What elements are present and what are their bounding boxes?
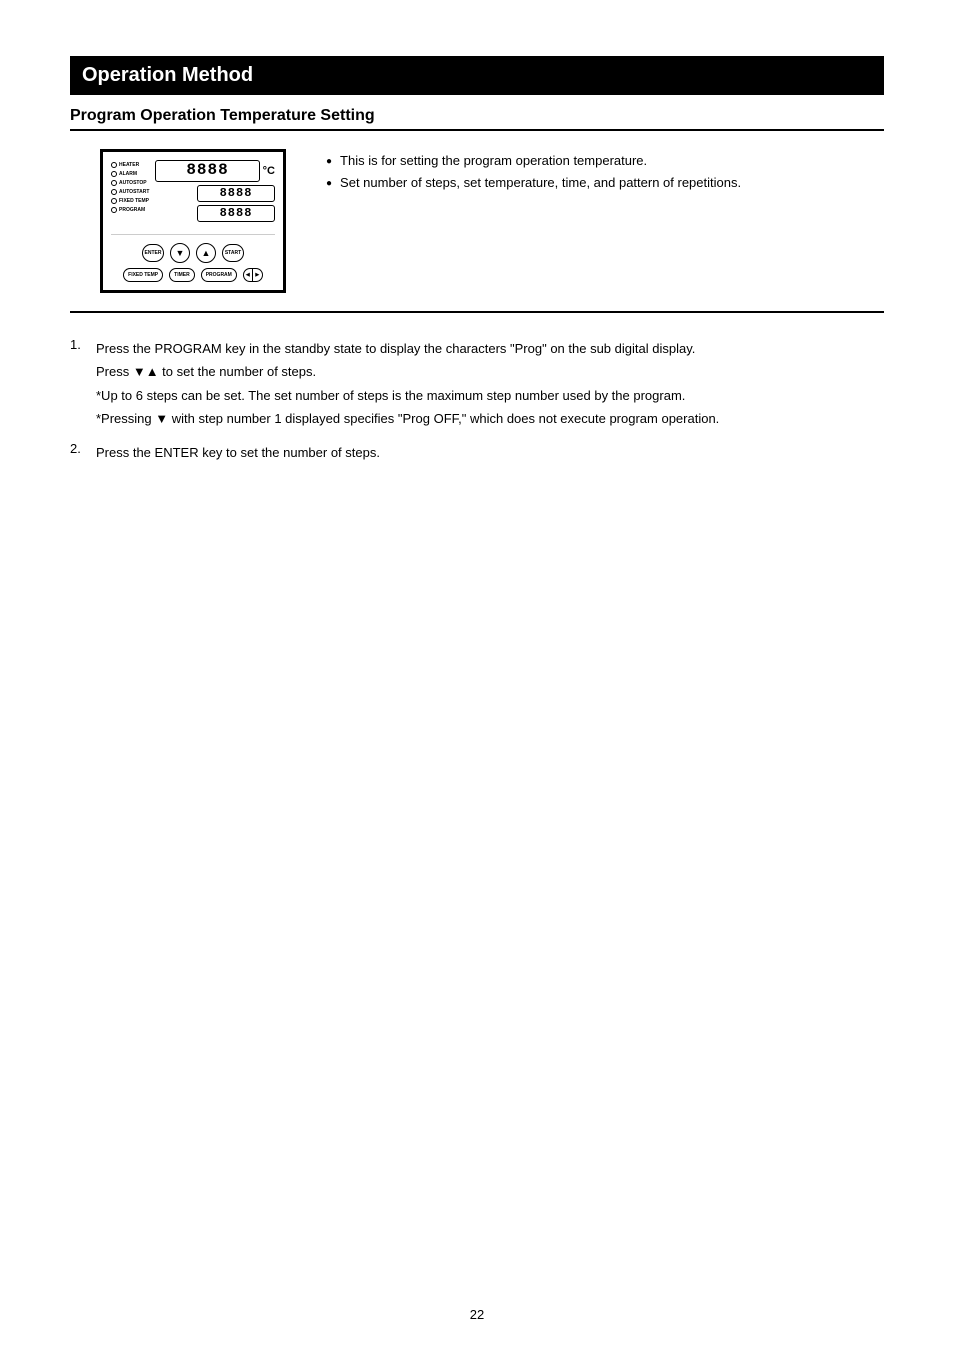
- step-text: Press ▼▲ to set the number of steps.: [96, 360, 884, 383]
- unit-celsius: °C: [263, 165, 275, 177]
- bullet-text: This is for setting the program operatio…: [340, 153, 647, 168]
- sub-display-2: 8888: [197, 205, 275, 222]
- start-button: START: [222, 244, 244, 262]
- section-header: Program Operation Temperature Setting: [70, 107, 884, 131]
- right-half-button: ▶: [253, 268, 263, 282]
- bullet-icon: ●: [326, 175, 332, 193]
- step-text: *Up to 6 steps can be set. The set numbe…: [96, 384, 884, 407]
- program-button: PROGRAM: [201, 268, 237, 282]
- step-text: Press the PROGRAM key in the standby sta…: [96, 337, 884, 360]
- sub-display-1: 8888: [197, 185, 275, 202]
- fixed-temp-button: FIXED TEMP: [123, 268, 163, 282]
- step-text: Press the ENTER key to set the number of…: [96, 441, 884, 464]
- step-text: *Pressing ▼ with step number 1 displayed…: [96, 407, 884, 430]
- down-button: ▼: [170, 243, 190, 263]
- left-half-button: ◀: [243, 268, 253, 282]
- bullet-list: ● This is for setting the program operat…: [326, 149, 884, 197]
- up-button: ▲: [196, 243, 216, 263]
- divider: [70, 311, 884, 313]
- control-panel-illustration: HEATER ALARM AUTOSTOP AUTOSTART FIXED TE…: [100, 149, 286, 293]
- bullet-text: Set number of steps, set temperature, ti…: [340, 175, 741, 190]
- bullet-icon: ●: [326, 153, 332, 171]
- led-labels: HEATER ALARM AUTOSTOP AUTOSTART FIXED TE…: [111, 160, 149, 222]
- page-number: 22: [0, 1307, 954, 1322]
- enter-button: ENTER: [142, 244, 164, 262]
- main-display: 8888: [155, 160, 259, 182]
- step-number: 1.: [70, 337, 96, 431]
- timer-button: TIMER: [169, 268, 195, 282]
- title-bar: Operation Method: [70, 56, 884, 95]
- step-number: 2.: [70, 441, 96, 464]
